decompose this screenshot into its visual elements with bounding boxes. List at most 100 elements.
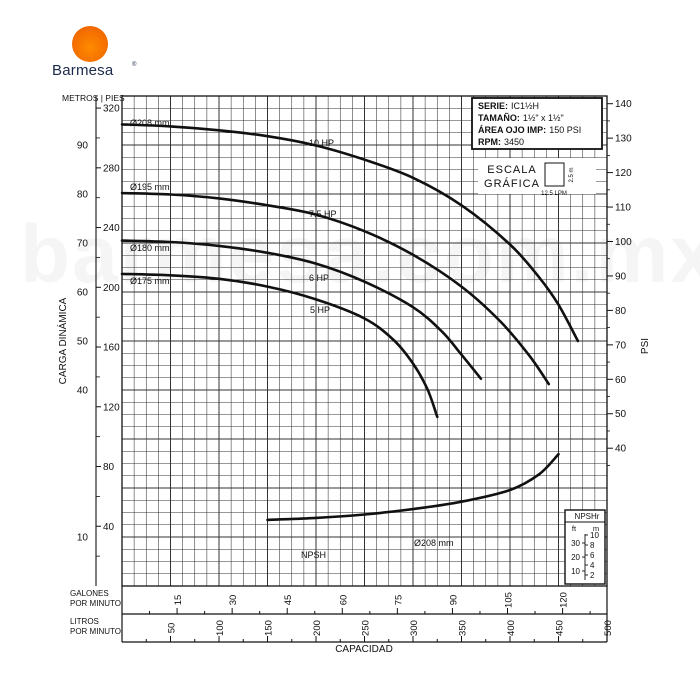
series-diameter-label: Ø175 mm	[130, 276, 170, 286]
npsh-m-tick-label: 8	[590, 541, 595, 550]
lpm-tick-label: 450	[555, 620, 566, 636]
feet-tick-label: 280	[103, 163, 120, 174]
lpm-tick-label: 150	[264, 620, 275, 636]
gpm-tick-label: 105	[504, 592, 515, 608]
spec-row-rpm: RPM: 3450	[478, 137, 524, 147]
gpm-tick-label: 30	[228, 595, 239, 606]
npsh-ft-tick-label: 20	[571, 553, 580, 562]
gpm-tick-label: 75	[393, 595, 404, 606]
lpm-tick-label: 500	[603, 620, 614, 636]
feet-tick-label: 200	[103, 283, 120, 294]
spec-value-tamano: 1½" x 1½"	[523, 113, 564, 123]
series-diameter-label: Ø208 mm	[130, 118, 170, 128]
psi-tick-label: 60	[615, 375, 627, 386]
scale-vertical-label: 2.5 m	[569, 167, 575, 182]
scale-label-2: GRÁFICA	[484, 177, 540, 190]
spec-label-tamano: TAMAÑO:	[478, 113, 520, 123]
lpm-label-line1: LITROS	[70, 617, 99, 626]
spec-label-rpm: RPM:	[478, 137, 501, 147]
brand-name: Barmesa	[52, 62, 114, 79]
psi-tick-label: 130	[615, 134, 632, 145]
npsh-diameter-label: Ø208 mm	[414, 538, 454, 548]
npsh-m-tick-label: 10	[590, 531, 599, 540]
lpm-tick-label: 200	[312, 620, 323, 636]
curve-npsh	[266, 452, 560, 522]
barmesa-logo: Barmesa ®	[52, 26, 162, 84]
lpm-label-line2: POR MINUTO	[70, 627, 121, 636]
lpm-tick-label: 50	[167, 623, 178, 634]
spec-row-area: ÁREA OJO IMP: 150 PSI	[478, 125, 581, 135]
curve-195mm	[120, 191, 551, 386]
scale-box-bg	[478, 158, 596, 194]
series-diameter-label: Ø195 mm	[130, 182, 170, 192]
series-hp-label: 6 HP	[309, 273, 329, 283]
spec-value-area: 150 PSI	[549, 125, 581, 135]
curve-180mm	[120, 239, 483, 380]
gpm-tick-label: 120	[559, 592, 570, 608]
lpm-tick-label: 300	[409, 620, 420, 636]
meters-tick-label: 40	[77, 386, 89, 397]
feet-tick-label: 320	[103, 104, 120, 115]
psi-axis-label: PSI	[640, 338, 651, 354]
feet-tick-label: 40	[103, 522, 115, 533]
curve-208mm	[120, 123, 580, 343]
spec-row-serie: SERIE: IC1½H	[478, 101, 539, 111]
registered-mark: ®	[132, 62, 137, 68]
meters-tick-label: 50	[77, 337, 89, 348]
curve-175mm	[120, 272, 439, 419]
psi-tick-label: 90	[615, 271, 627, 282]
npsh-ft-tick-label: 10	[571, 567, 580, 576]
gpm-tick-label: 15	[173, 595, 184, 606]
npsh-m-tick-label: 4	[590, 561, 595, 570]
lpm-tick-label: 400	[506, 620, 517, 636]
spec-box	[471, 97, 603, 150]
spec-label-serie: SERIE:	[478, 101, 508, 111]
feet-tick-label: 160	[103, 343, 120, 354]
sun-logo-icon	[72, 26, 108, 62]
spec-value-serie: IC1½H	[511, 101, 539, 111]
series-hp-label: 10 HP	[309, 138, 334, 148]
lpm-tick-label: 250	[361, 620, 372, 636]
npsh-ft-tick-label: 30	[571, 539, 580, 548]
psi-tick-label: 40	[615, 444, 627, 455]
feet-tick-label: 240	[103, 223, 120, 234]
series-hp-label: 7.5 HP	[309, 209, 337, 219]
feet-tick-label: 80	[103, 462, 115, 473]
y-axis-label: CARGA DINÁMICA	[56, 297, 69, 384]
npsh-curve-label: NPSH	[301, 550, 326, 560]
psi-tick-label: 70	[615, 340, 627, 351]
y-units-label: METROS | PIES	[62, 93, 125, 103]
meters-tick-label: 70	[77, 239, 89, 250]
series-diameter-label: Ø180 mm	[130, 243, 170, 253]
gpm-label-line1: GALONES	[70, 589, 109, 598]
gpm-tick-label: 90	[448, 595, 459, 606]
gpm-tick-label: 60	[338, 595, 349, 606]
psi-tick-label: 110	[615, 203, 631, 214]
scale-square	[544, 162, 565, 187]
npsh-m-tick-label: 6	[590, 551, 595, 560]
lpm-tick-label: 100	[215, 620, 226, 636]
meters-tick-label: 90	[77, 141, 89, 152]
scale-label-1: ESCALA	[487, 164, 536, 176]
npsh-m-tick-label: 2	[590, 571, 595, 580]
lpm-tick-label: 350	[458, 620, 469, 636]
x-axis-label: CAPACIDAD	[335, 644, 393, 655]
psi-tick-label: 120	[615, 168, 632, 179]
scale-horizontal-label: 12.5 LPM	[541, 191, 567, 197]
npsh-ft-label: ft	[572, 524, 577, 533]
psi-tick-label: 50	[615, 409, 627, 420]
spec-label-area: ÁREA OJO IMP:	[478, 125, 546, 135]
meters-tick-label: 80	[77, 190, 89, 201]
psi-tick-label: 80	[615, 306, 627, 317]
feet-tick-label: 120	[103, 402, 120, 413]
series-hp-label: 5 HP	[310, 305, 330, 315]
npsh-m-label: m	[593, 524, 599, 533]
gpm-label-line2: POR MINUTO	[70, 599, 121, 608]
spec-value-rpm: 3450	[504, 137, 524, 147]
psi-tick-label: 140	[615, 99, 632, 110]
spec-row-tamano: TAMAÑO: 1½" x 1½"	[478, 113, 564, 123]
meters-tick-label: 10	[77, 533, 89, 544]
gpm-tick-label: 45	[283, 595, 294, 606]
meters-tick-label: 60	[77, 288, 89, 299]
